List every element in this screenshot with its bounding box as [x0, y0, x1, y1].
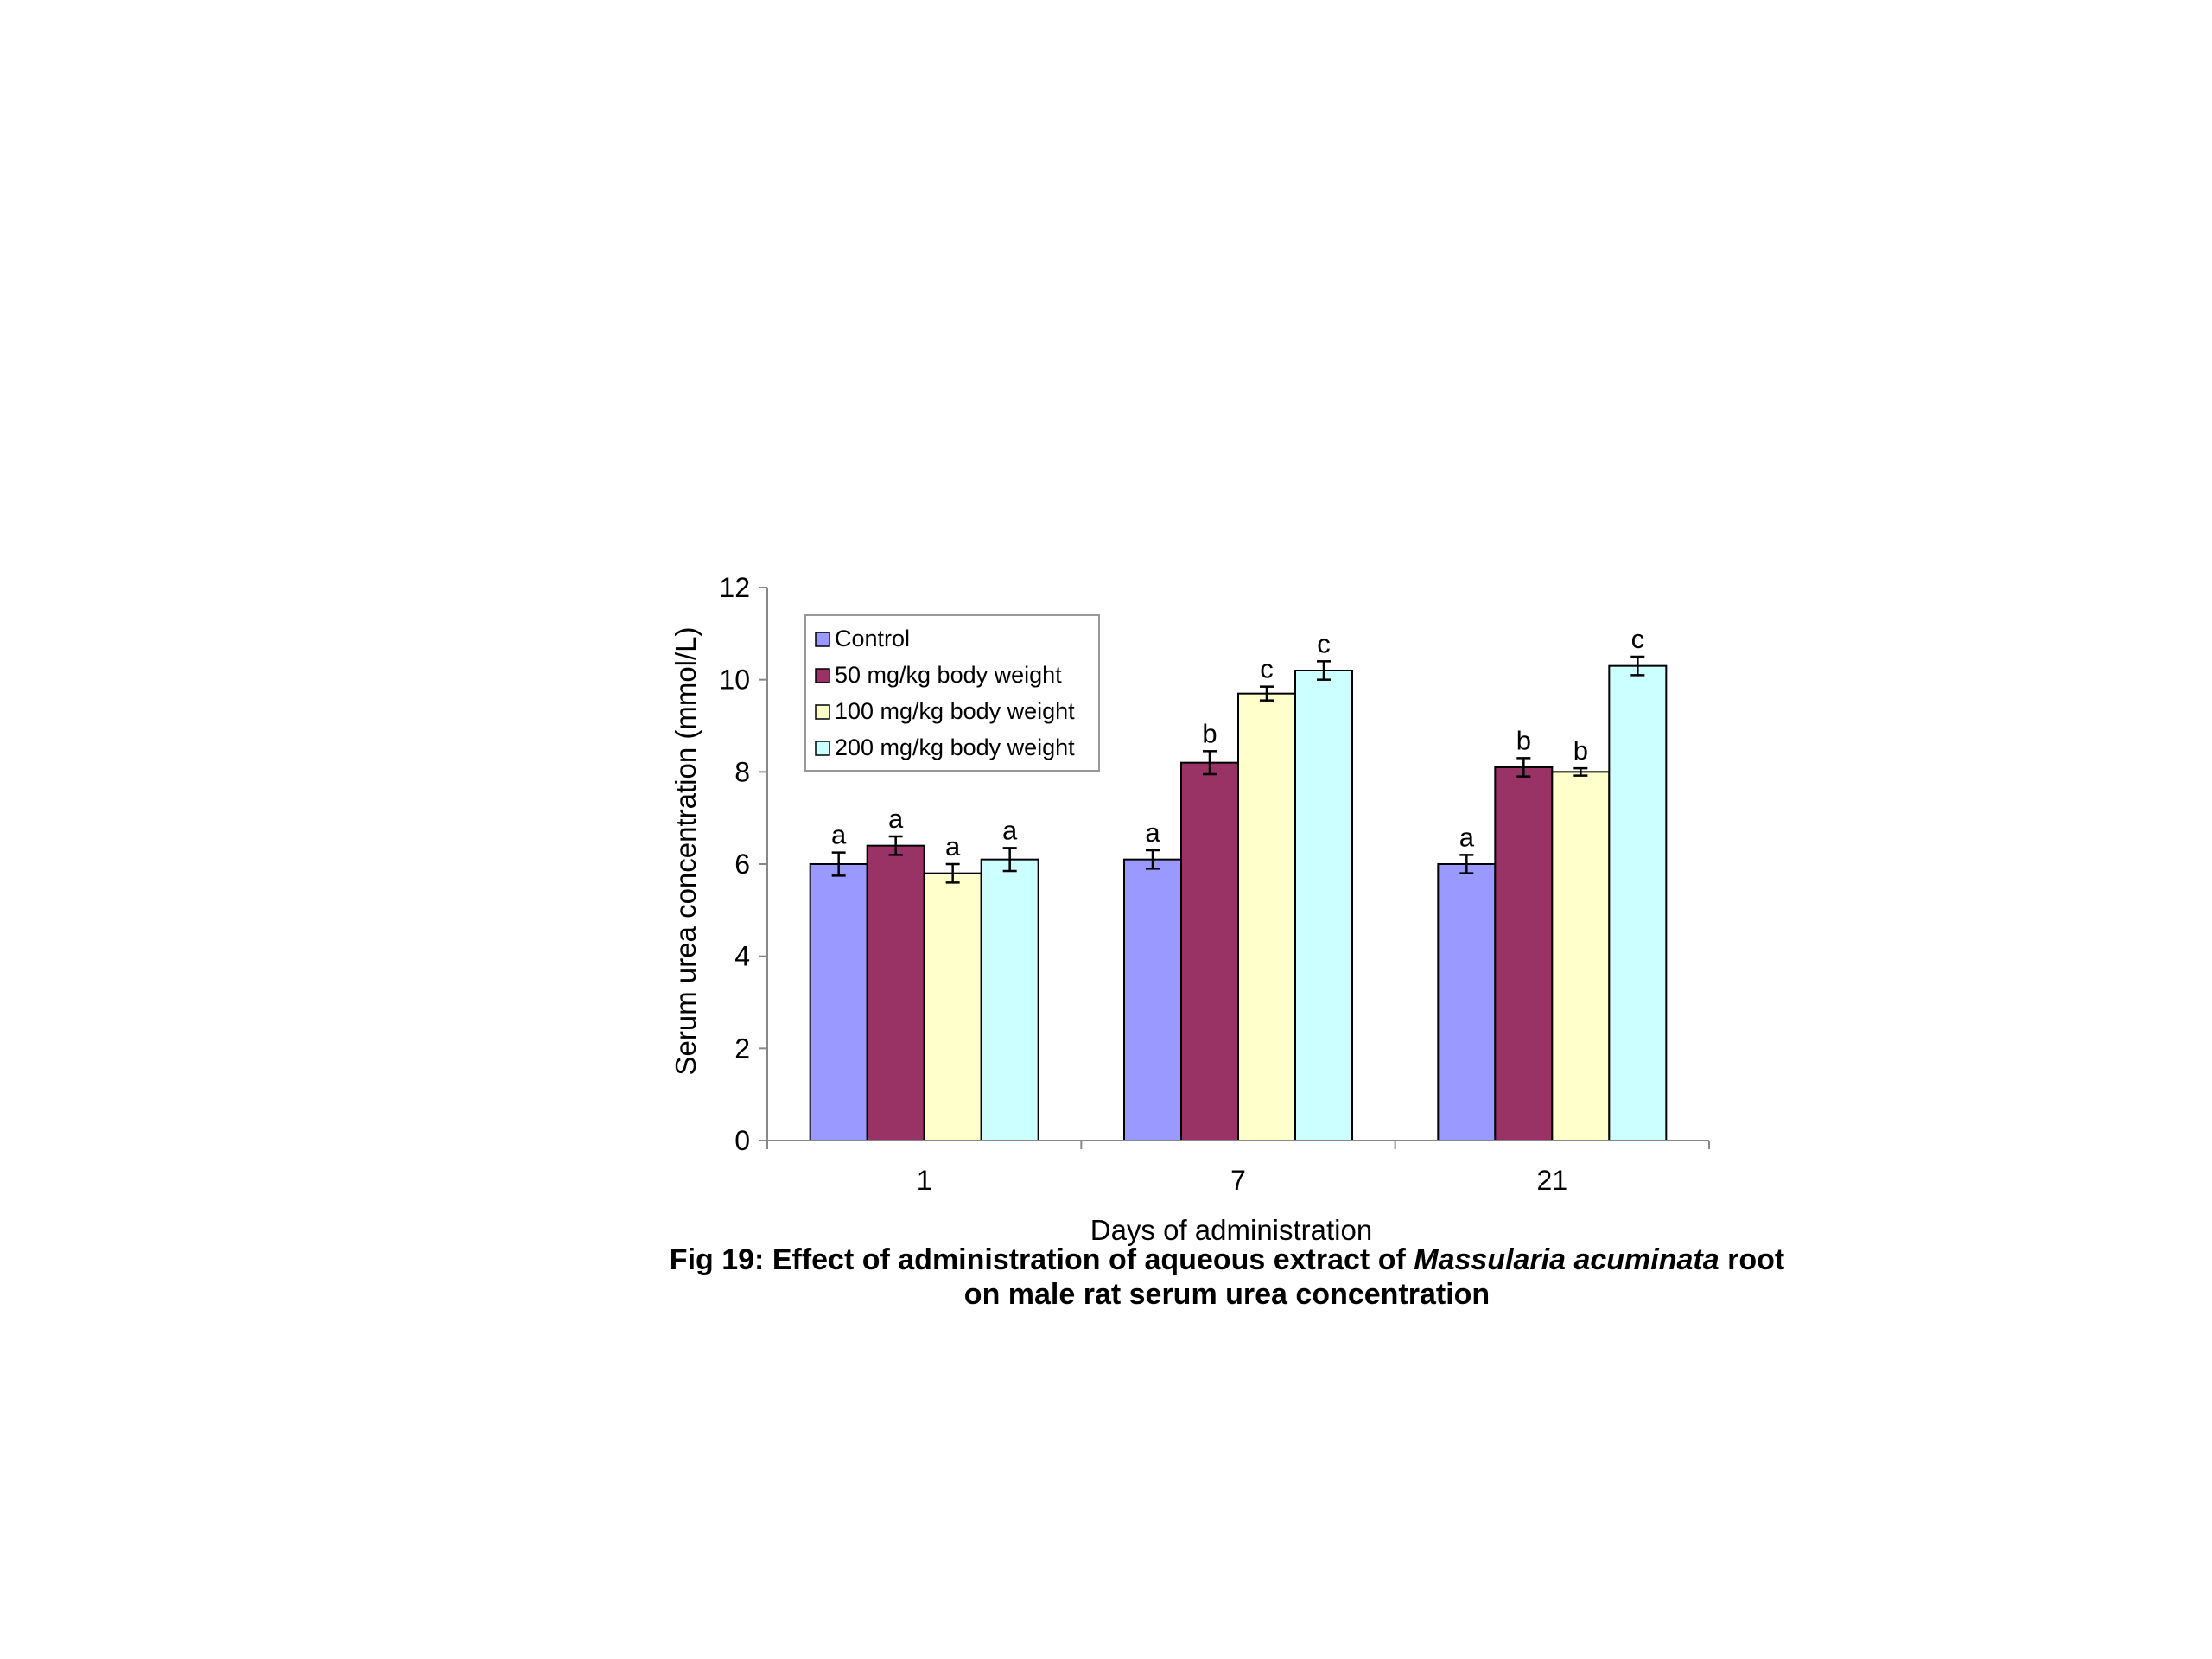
- bar: [866, 844, 925, 1142]
- bar: [1123, 858, 1182, 1142]
- x-tick-label: 7: [1230, 1165, 1246, 1196]
- legend-label: Control: [835, 626, 910, 652]
- y-tick-label: 4: [734, 941, 750, 972]
- significance-label: a: [1459, 822, 1475, 852]
- y-axis-title: Serum urea concentration (mmol/L): [670, 626, 702, 1075]
- bars-layer: a a a a a b c c a b b c: [809, 624, 1668, 1142]
- significance-label: a: [945, 831, 961, 861]
- significance-label: b: [1516, 725, 1531, 755]
- caption-line-1: Fig 19: Effect of administration of aque…: [605, 1243, 1849, 1277]
- significance-label: b: [1573, 735, 1588, 766]
- legend: Control 50 mg/kg body weight 100 mg/kg bod…: [804, 614, 1100, 772]
- significance-label: c: [1260, 654, 1274, 684]
- x-tick-label: 1: [917, 1165, 932, 1196]
- bar: [1180, 761, 1239, 1142]
- legend-swatch: [815, 632, 830, 647]
- y-tick-label: 0: [734, 1125, 750, 1156]
- bar: [923, 872, 982, 1142]
- x-tick-label: 21: [1537, 1165, 1568, 1196]
- significance-label: a: [831, 820, 847, 850]
- bar: [809, 863, 868, 1141]
- caption-suffix: root: [1719, 1243, 1785, 1276]
- y-tick-label: 6: [734, 849, 750, 880]
- bar: [1294, 670, 1353, 1141]
- significance-label: c: [1631, 624, 1645, 654]
- y-tick-label: 10: [719, 664, 750, 696]
- legend-label: 100 mg/kg body weight: [835, 698, 1075, 724]
- significance-label: a: [1002, 815, 1018, 845]
- bar: [980, 858, 1039, 1142]
- bar: [1608, 664, 1668, 1141]
- x-axis-title: Days of administration: [1090, 1214, 1372, 1246]
- caption-prefix: Fig 19: Effect of administration of aque…: [669, 1243, 1414, 1276]
- significance-label: a: [888, 804, 904, 834]
- y-tick-label: 8: [734, 756, 750, 787]
- figure-caption: Fig 19: Effect of administration of aque…: [605, 1243, 1849, 1312]
- legend-label: 50 mg/kg body weight: [835, 662, 1062, 688]
- legend-swatch: [815, 704, 830, 720]
- axes-layer: 1 7 21 0 2 4 6 8 10 12: [719, 572, 1710, 1196]
- bar: [1437, 863, 1497, 1141]
- bar: [1551, 771, 1611, 1141]
- legend-swatch: [815, 668, 830, 683]
- caption-species: Massularia acuminata: [1414, 1243, 1719, 1276]
- significance-label: b: [1202, 718, 1217, 748]
- bar: [1237, 692, 1296, 1141]
- bar: [1494, 766, 1554, 1141]
- significance-label: c: [1317, 628, 1331, 658]
- legend-swatch: [815, 741, 830, 756]
- legend-label: 200 mg/kg body weight: [835, 734, 1075, 760]
- y-tick-label: 2: [734, 1033, 750, 1064]
- significance-label: a: [1145, 817, 1160, 848]
- caption-line-2: on male rat serum urea concentration: [963, 1278, 1491, 1311]
- y-tick-label: 12: [719, 572, 750, 603]
- legend-box: [804, 614, 1100, 772]
